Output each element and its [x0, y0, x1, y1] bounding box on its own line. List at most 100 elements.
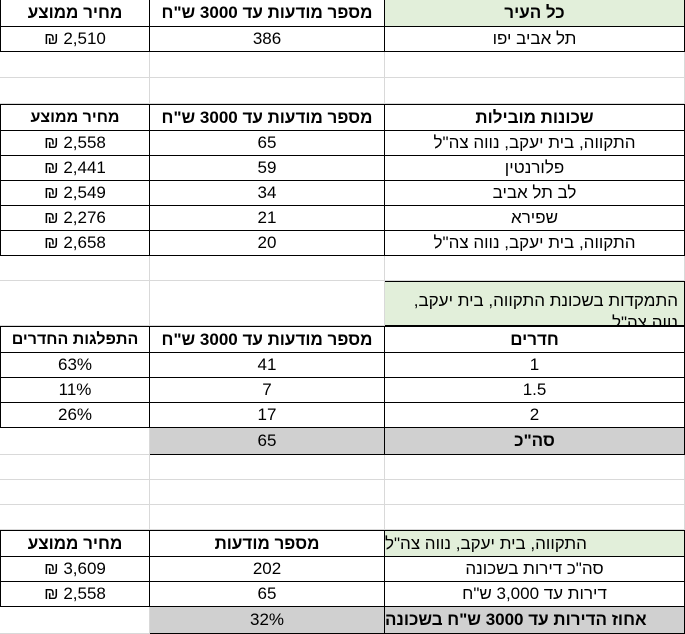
sheet-cell[interactable]: [150, 281, 385, 326]
cell-text: 7: [262, 380, 272, 399]
sheet-cell[interactable]: התקווה, בית יעקב, נווה צה"ל: [385, 131, 685, 156]
sheet-cell[interactable]: לב תל אביב: [385, 181, 685, 206]
cell-text: 202: [252, 559, 282, 578]
cell-text: מספר מודעות: [214, 533, 320, 553]
cell-text: 386: [252, 29, 282, 48]
sheet-cell[interactable]: מספר מודעות: [150, 530, 385, 557]
cell-text: 3,609 ₪: [44, 559, 106, 578]
sheet-cell[interactable]: 2,658 ₪: [0, 231, 150, 256]
sheet-cell[interactable]: [385, 256, 685, 281]
sheet-cell[interactable]: [150, 505, 385, 530]
cell-text: 41: [257, 355, 277, 374]
sheet-cell[interactable]: התפלגות החדרים: [0, 326, 150, 353]
sheet-cell[interactable]: 34: [150, 181, 385, 206]
cell-text: התקווה, בית יעקב, נווה צה"ל: [433, 233, 636, 252]
sheet-cell[interactable]: התמקדות בשכונת התקווה, בית יעקב, נווה צה…: [385, 281, 685, 326]
sheet-cell[interactable]: 65: [150, 131, 385, 156]
sheet-cell[interactable]: מחיר ממוצע: [0, 530, 150, 557]
sheet-cell[interactable]: [0, 428, 150, 455]
cell-text: תל אביב יפו: [492, 29, 577, 48]
sheet-row: [0, 505, 685, 530]
cell-text: שכונות מובילות: [475, 107, 594, 127]
sheet-cell[interactable]: 1.5: [385, 378, 685, 403]
sheet-cell[interactable]: 3,609 ₪: [0, 557, 150, 582]
sheet-row: מחיר ממוצע מספר מודעות התקווה, בית יעקב, נ…: [0, 530, 685, 557]
sheet-cell[interactable]: 7: [150, 378, 385, 403]
sheet-cell[interactable]: 2,549 ₪: [0, 181, 150, 206]
sheet-cell[interactable]: [0, 256, 150, 281]
sheet-cell[interactable]: 2,276 ₪: [0, 206, 150, 231]
sheet-cell[interactable]: סה"כ: [385, 428, 685, 455]
sheet-cell[interactable]: התקווה, בית יעקב, נווה צה"ל: [385, 231, 685, 256]
sheet-cell[interactable]: 2,558 ₪: [0, 131, 150, 156]
sheet-cell[interactable]: 2: [385, 403, 685, 428]
cell-text: 34: [257, 183, 277, 202]
sheet-cell[interactable]: [0, 78, 150, 104]
sheet-cell[interactable]: [0, 607, 150, 634]
sheet-cell[interactable]: מספר מודעות עד 3000 ש"ח: [150, 0, 385, 27]
sheet-cell[interactable]: [150, 455, 385, 480]
sheet-cell[interactable]: 32%: [150, 607, 385, 634]
sheet-row: [0, 480, 685, 505]
sheet-cell[interactable]: 386: [150, 27, 385, 52]
sheet-cell[interactable]: [150, 256, 385, 281]
sheet-cell[interactable]: [0, 480, 150, 505]
sheet-cell[interactable]: [0, 52, 150, 78]
sheet-cell[interactable]: דירות עד 3,000 ש"ח: [385, 582, 685, 607]
sheet-cell[interactable]: [385, 52, 685, 78]
sheet-cell[interactable]: 65: [150, 582, 385, 607]
sheet-cell[interactable]: התקווה, בית יעקב, נווה צה"ל: [385, 530, 685, 557]
cell-text: חדרים: [510, 329, 559, 349]
sheet-cell[interactable]: שכונות מובילות: [385, 104, 685, 131]
sheet-cell[interactable]: 65: [150, 428, 385, 455]
sheet-cell[interactable]: שפירא: [385, 206, 685, 231]
sheet-cell[interactable]: 26%: [0, 403, 150, 428]
cell-text: סה"כ: [514, 431, 555, 450]
sheet-cell[interactable]: 17: [150, 403, 385, 428]
sheet-cell[interactable]: אחוז הדירות עד 3000 ש"ח בשכונה: [385, 607, 685, 634]
sheet-row: 2,658 ₪ 20 התקווה, בית יעקב, נווה צה"ל: [0, 231, 685, 256]
cell-text: מספר מודעות עד 3000 ש"ח: [161, 329, 373, 349]
sheet-cell[interactable]: [0, 505, 150, 530]
sheet-row: 26% 17 2: [0, 403, 685, 428]
sheet-cell[interactable]: [385, 505, 685, 530]
sheet-cell[interactable]: [0, 281, 150, 326]
sheet-cell[interactable]: מחיר ממוצע: [0, 104, 150, 131]
sheet-cell[interactable]: 2,558 ₪: [0, 582, 150, 607]
sheet-cell[interactable]: תל אביב יפו: [385, 27, 685, 52]
sheet-row: [0, 256, 685, 281]
sheet-cell[interactable]: 41: [150, 353, 385, 378]
sheet-cell[interactable]: 20: [150, 231, 385, 256]
sheet-cell[interactable]: [385, 455, 685, 480]
sheet-cell[interactable]: 1: [385, 353, 685, 378]
sheet-cell[interactable]: סה"כ דירות בשכונה: [385, 557, 685, 582]
sheet-cell[interactable]: [0, 455, 150, 480]
sheet-cell[interactable]: 2,510 ₪: [0, 27, 150, 52]
sheet-cell[interactable]: 21: [150, 206, 385, 231]
sheet-cell[interactable]: 202: [150, 557, 385, 582]
sheet-row: התמקדות בשכונת התקווה, בית יעקב, נווה צה…: [0, 281, 685, 326]
sheet-cell[interactable]: [150, 78, 385, 104]
sheet-cell[interactable]: [150, 480, 385, 505]
sheet-cell[interactable]: כל העיר: [385, 0, 685, 27]
cell-text: 17: [257, 405, 277, 424]
sheet-cell[interactable]: [385, 480, 685, 505]
sheet-cell[interactable]: 59: [150, 156, 385, 181]
cell-text: פלורנטין: [504, 158, 565, 177]
sheet-row: 2,558 ₪ 65 התקווה, בית יעקב, נווה צה"ל: [0, 131, 685, 156]
sheet-cell[interactable]: 63%: [0, 353, 150, 378]
sheet-cell[interactable]: 11%: [0, 378, 150, 403]
cell-text: 2,441 ₪: [44, 158, 106, 177]
cell-text: כל העיר: [504, 3, 565, 22]
sheet-cell[interactable]: מספר מודעות עד 3000 ש"ח: [150, 104, 385, 131]
sheet-cell[interactable]: חדרים: [385, 326, 685, 353]
sheet-row: 2,549 ₪ 34 לב תל אביב: [0, 181, 685, 206]
sheet-cell[interactable]: מספר מודעות עד 3000 ש"ח: [150, 326, 385, 353]
sheet-cell[interactable]: מחיר ממוצע: [0, 0, 150, 27]
sheet-cell[interactable]: 2,441 ₪: [0, 156, 150, 181]
sheet-cell[interactable]: פלורנטין: [385, 156, 685, 181]
cell-text: 65: [257, 584, 277, 603]
sheet-cell[interactable]: [385, 78, 685, 104]
sheet-cell[interactable]: [150, 52, 385, 78]
